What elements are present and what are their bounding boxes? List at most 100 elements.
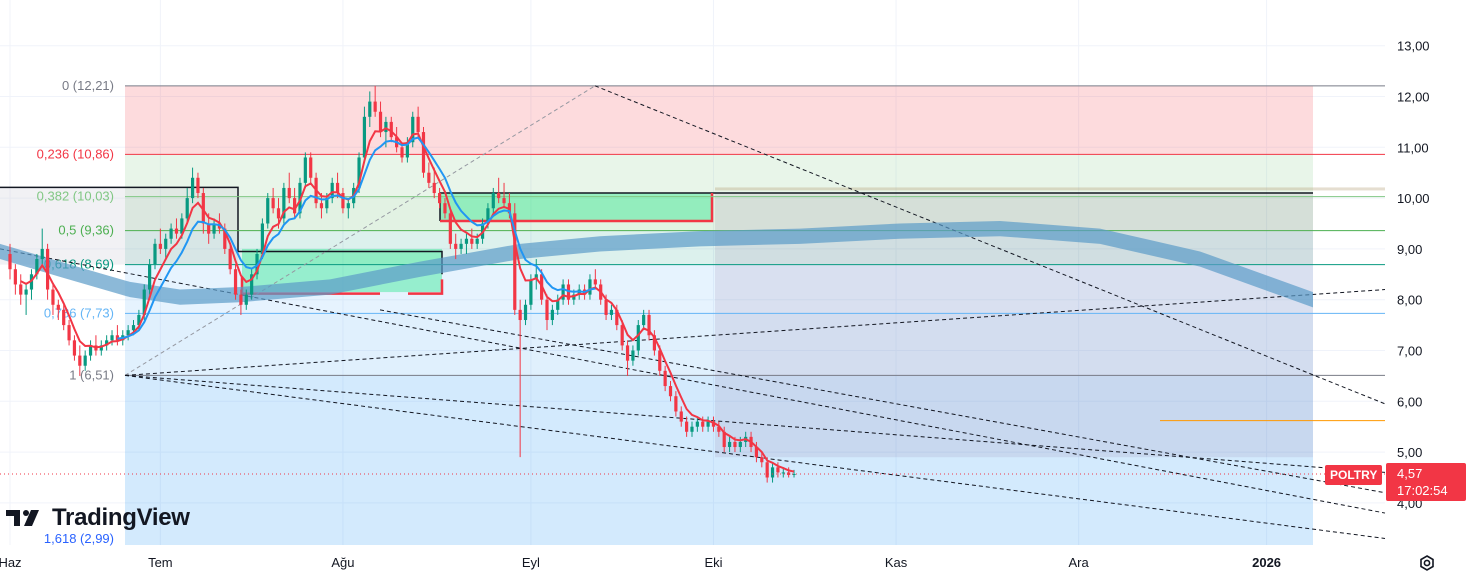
y-axis-label: 7,00 [1397, 344, 1422, 359]
candle-body [572, 294, 576, 300]
candle-body [266, 198, 270, 224]
candle-body [518, 309, 522, 321]
candle-body [770, 467, 775, 478]
trend-line [124, 374, 1386, 473]
candle-body [674, 396, 678, 412]
candle [196, 172, 200, 199]
candle-body [105, 340, 109, 346]
candle-body [588, 279, 592, 295]
candle [706, 416, 710, 432]
candle-body [625, 345, 630, 361]
trend-line [379, 309, 1386, 494]
candle-body [792, 473, 796, 475]
candle [550, 304, 554, 326]
candle [491, 187, 495, 214]
candle [51, 284, 55, 315]
candle [502, 182, 506, 209]
candle-body [271, 198, 275, 209]
candle [389, 116, 393, 143]
candle-body [164, 238, 168, 249]
candle [642, 309, 646, 331]
candle [593, 269, 597, 290]
settings-gear-icon[interactable] [1416, 552, 1438, 574]
candle-body [534, 274, 538, 280]
candle [438, 187, 442, 209]
candle-body [658, 350, 662, 371]
candle [319, 193, 324, 219]
fib-label: 0,5 (9,36) [58, 223, 114, 238]
candle-body [8, 253, 12, 270]
candle-body [615, 309, 619, 326]
candle [464, 233, 469, 254]
candle [266, 193, 270, 229]
trend-line [124, 85, 596, 376]
candle [362, 106, 367, 163]
fib-zone [125, 313, 1313, 376]
candle-body [631, 350, 635, 361]
candle [588, 274, 592, 300]
candle [169, 223, 173, 244]
candle [373, 85, 377, 117]
candle-body [647, 314, 651, 336]
symbol-label: POLTRY [1325, 465, 1383, 485]
candle-body [13, 269, 17, 285]
candle [701, 416, 705, 432]
candle-body [701, 421, 705, 427]
candle-body [83, 355, 87, 366]
x-axis-label: Kas [885, 555, 908, 570]
candle-body [389, 121, 393, 138]
tradingview-logo-icon [6, 510, 39, 526]
candle-body [148, 264, 152, 290]
candle-body [169, 228, 173, 239]
tradingview-logo[interactable]: TradingView [6, 504, 190, 532]
candle-body [384, 121, 388, 133]
candle-body [695, 421, 699, 427]
candle-body [24, 289, 28, 295]
candle-body [727, 441, 732, 448]
candle-body [529, 279, 533, 305]
candle-body [35, 259, 39, 275]
candle [228, 243, 232, 275]
candle [432, 167, 436, 199]
fib-label: 0,236 (10,86) [37, 146, 114, 161]
candle [40, 228, 44, 265]
candle-body [609, 309, 614, 315]
candle-body [309, 157, 313, 178]
candle-body [421, 132, 426, 173]
candle-body [335, 182, 340, 194]
candle-body [233, 269, 238, 295]
candle [711, 416, 716, 432]
candle-body [733, 441, 737, 448]
candle-body [223, 228, 227, 249]
candle [174, 218, 179, 239]
y-axis-label: 9,00 [1397, 242, 1422, 257]
candle-body [400, 147, 404, 158]
candle [609, 304, 614, 321]
candle-body [362, 116, 367, 158]
candle-body [711, 421, 716, 427]
candle [282, 182, 286, 224]
candle-body [250, 274, 254, 295]
candle [770, 462, 775, 483]
candle-body [475, 238, 479, 244]
candle [233, 264, 238, 300]
candle [13, 264, 17, 295]
candle [153, 238, 157, 270]
fib-label: 1,618 (2,99) [44, 531, 114, 546]
candle-body [448, 213, 452, 244]
candle [309, 152, 313, 183]
candle [190, 167, 195, 204]
candle [126, 325, 130, 341]
candle [513, 203, 517, 315]
y-axis-label: 12,00 [1397, 90, 1430, 105]
candle [239, 289, 243, 315]
candle-body [239, 294, 243, 305]
candle [668, 380, 673, 402]
candle-body [486, 208, 490, 224]
candle [518, 299, 522, 458]
candle-body [405, 142, 409, 158]
candle [250, 269, 254, 300]
candle-body [416, 116, 420, 133]
